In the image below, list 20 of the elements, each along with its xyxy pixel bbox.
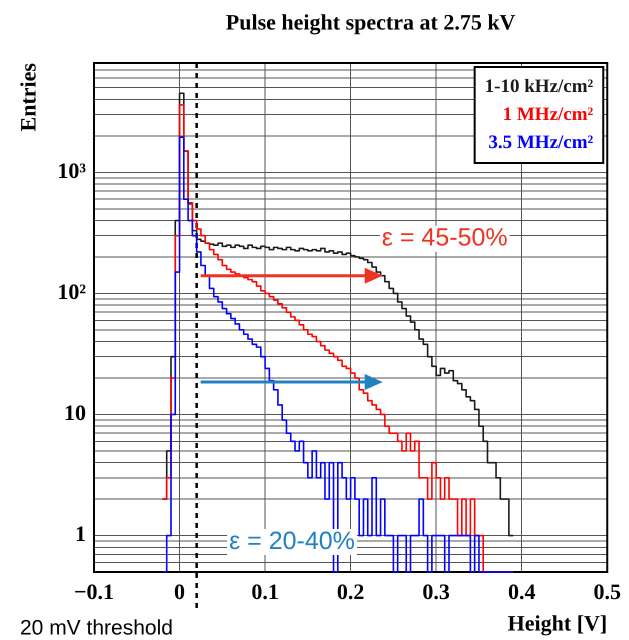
- annotation: ε = 20-40%: [229, 526, 355, 555]
- y-tick-label: 10²: [57, 279, 86, 304]
- x-axis-title: Height [V]: [508, 610, 608, 636]
- y-tick-label: 10: [64, 400, 86, 426]
- chart-title: Pulse height spectra at 2.75 kV: [226, 10, 516, 35]
- x-tick-label: 0.2: [336, 578, 364, 604]
- x-tick-label: −0.1: [74, 578, 114, 604]
- y-tick-label: 10³: [57, 158, 86, 184]
- annotation: ε = 45-50%: [382, 224, 508, 252]
- text: 1 MHz/cm²: [502, 104, 594, 125]
- x-tick-label: 0.1: [251, 578, 279, 604]
- x-tick-label: 0.3: [422, 578, 450, 604]
- y-axis-title: Entries: [16, 62, 41, 132]
- text: 3.5 MHz/cm²: [488, 132, 594, 153]
- x-tick-label: 0.4: [508, 578, 536, 604]
- x-tick-label: 0: [174, 578, 186, 604]
- text: 1-10 kHz/cm²: [484, 76, 594, 97]
- ref-line-label: 20 mV threshold: [20, 616, 173, 640]
- x-tick-label: 0.5: [594, 578, 621, 604]
- y-tick-label: 1: [75, 521, 86, 546]
